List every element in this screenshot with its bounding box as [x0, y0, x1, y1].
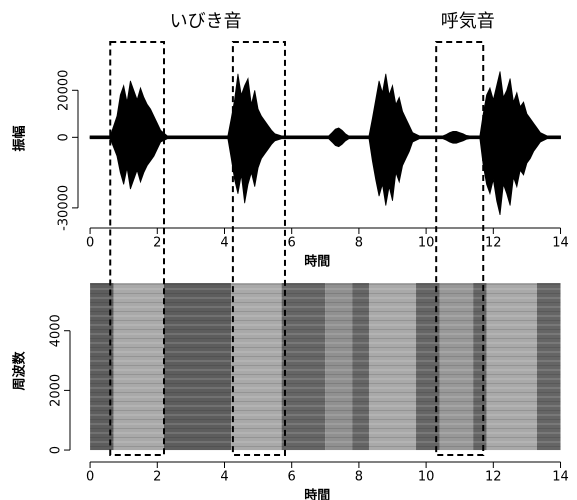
- annotation-box: [109, 41, 166, 456]
- x-tick-label: 12: [485, 236, 502, 251]
- x-tick-label: 10: [418, 236, 435, 251]
- x-tick-label: 14: [552, 470, 569, 485]
- x-tick-label: 2: [153, 236, 161, 251]
- x-tick-label: 0: [86, 470, 94, 485]
- waveform: [89, 136, 561, 216]
- x-tick-label: 10: [418, 470, 435, 485]
- x-tick-label: 6: [288, 470, 296, 485]
- waveform: [89, 71, 561, 138]
- x-tick-label: 4: [220, 236, 228, 251]
- annotation-box: [231, 41, 286, 456]
- x-tick-label: 8: [355, 470, 363, 485]
- annotation-label: いびき音: [170, 11, 242, 32]
- x-tick-label: 4: [220, 470, 228, 485]
- y-tick-label: 0: [49, 446, 64, 454]
- y-tick-label: 4000: [49, 314, 64, 347]
- x-axis-label: 時間: [304, 488, 330, 500]
- y-axis-label: 振幅: [12, 125, 28, 151]
- x-tick-label: 14: [552, 236, 569, 251]
- annotation-box: [435, 41, 485, 456]
- x-axis-label: 時間: [304, 254, 330, 270]
- spectrogram-texture: [90, 283, 561, 451]
- x-tick-label: 8: [355, 236, 363, 251]
- y-tick-label: 2000: [49, 374, 64, 407]
- annotation-label: 呼気音: [441, 11, 495, 32]
- x-tick-label: 2: [153, 470, 161, 485]
- y-tick-label: -30000: [57, 185, 72, 231]
- x-tick-label: 12: [485, 470, 502, 485]
- x-tick-label: 0: [86, 236, 94, 251]
- x-tick-label: 6: [288, 236, 296, 251]
- y-tick-label: 0: [57, 133, 72, 141]
- y-tick-label: 20000: [57, 70, 72, 111]
- y-axis-label: 周波数: [12, 351, 28, 391]
